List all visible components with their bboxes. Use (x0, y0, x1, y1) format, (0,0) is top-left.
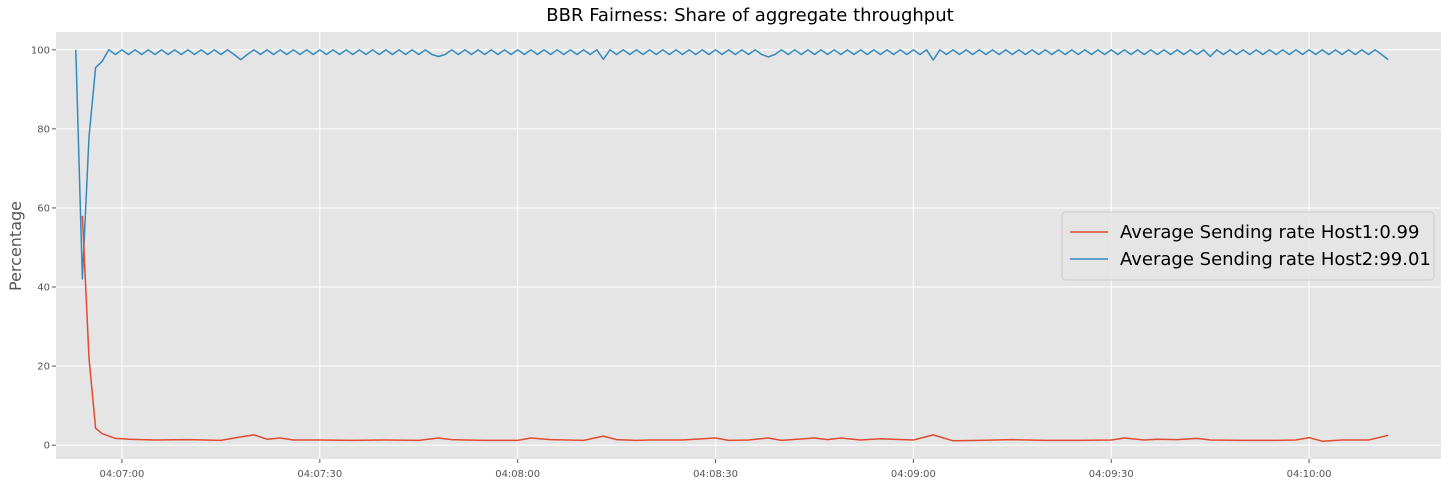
x-tick-label: 04:07:30 (297, 469, 342, 480)
y-axis: 0 20 40 60 80 100 (31, 45, 56, 452)
x-tick-label: 04:08:00 (495, 469, 540, 480)
y-axis-label: Percentage (6, 201, 25, 291)
x-tick-label: 04:09:00 (891, 469, 936, 480)
series-host2-line (75, 49, 1389, 280)
y-tick-label: 20 (37, 362, 50, 373)
legend-box (1061, 211, 1435, 281)
x-tick-label: 04:10:00 (1287, 469, 1332, 480)
y-tick-label: 80 (37, 124, 50, 135)
y-tick-label: 100 (31, 45, 50, 56)
y-tick-label: 0 (44, 441, 50, 452)
y-tick-label: 40 (37, 283, 50, 294)
legend-label: Average Sending rate Host1:0.99 (1120, 222, 1419, 243)
series-host1-line (81, 215, 1389, 442)
chart-title: BBR Fairness: Share of aggregate through… (546, 5, 953, 26)
grid (56, 32, 1441, 459)
legend-label: Average Sending rate Host2:99.01 (1120, 249, 1431, 270)
legend: Average Sending rate Host1:0.99 Average S… (1061, 211, 1435, 281)
x-tick-label: 04:09:30 (1089, 469, 1134, 480)
series-group (75, 49, 1389, 442)
x-tick-label: 04:07:00 (99, 469, 144, 480)
y-tick-label: 60 (37, 203, 50, 214)
x-tick-label: 04:08:30 (693, 469, 738, 480)
x-axis: 04:07:00 04:07:30 04:08:00 04:08:30 04:09:00… (99, 459, 1332, 480)
